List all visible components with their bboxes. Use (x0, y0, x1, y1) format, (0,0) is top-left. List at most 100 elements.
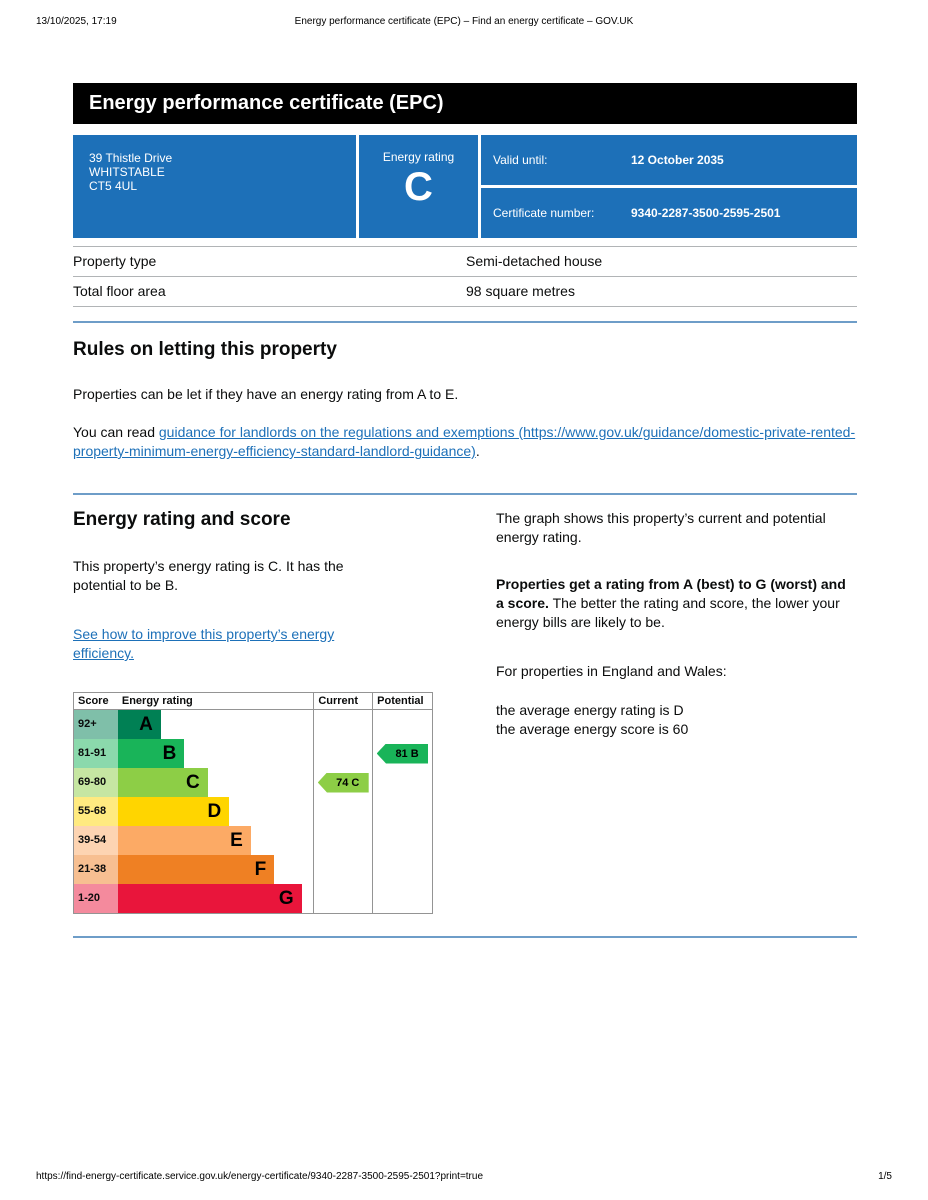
epc-bar-cell: F (117, 855, 313, 884)
epc-potential-cell (372, 826, 432, 855)
energy-rating-section: Energy rating and score This property’s … (73, 509, 857, 914)
epc-current-cell (313, 884, 372, 913)
epc-current-cell: 74 C (313, 768, 372, 797)
epc-score-range: 21-38 (74, 855, 118, 884)
epc-band-row-B: 81-91 B 81 B (74, 739, 432, 768)
epc-score-range: 39-54 (74, 826, 118, 855)
epc-potential-cell (372, 884, 432, 913)
average-score-line: the average energy score is 60 (496, 721, 689, 737)
print-footer-page-number: 1/5 (878, 1171, 892, 1182)
section-divider (73, 936, 857, 938)
rating-explanation-rest: The better the rating and score, the low… (496, 595, 840, 630)
property-details-table: Property type Semi-detached house Total … (73, 246, 857, 307)
rules-para2-prefix: You can read (73, 424, 159, 440)
epc-band-bar-A: A (117, 710, 161, 739)
improve-efficiency-link[interactable]: See how to improve this property’s energ… (73, 626, 335, 661)
print-footer: https://find-energy-certificate.service.… (36, 1171, 892, 1182)
certificate-number-row: Certificate number: 9340-2287-3500-2595-… (481, 188, 857, 238)
epc-band-row-D: 55-68 D (74, 797, 432, 826)
epc-band-bar-C: C (117, 768, 208, 797)
epc-score-range: 1-20 (74, 884, 118, 913)
energy-rating-label: Energy rating (382, 150, 455, 164)
epc-band-bar-B: B (117, 739, 185, 768)
rating-summary-text: This property’s energy rating is C. It h… (73, 558, 344, 593)
epc-rows: 92+ A 81-91 B 81 B 69-80 C 74 C 55-68 D 39-54 E 21-3… (74, 710, 432, 913)
epc-potential-cell (372, 768, 432, 797)
epc-current-marker: 74 C (317, 772, 369, 793)
rules-para2-suffix: . (475, 443, 480, 459)
epc-chart-header: Score Energy rating Current Potential (74, 693, 432, 710)
average-stats: the average energy rating is D the averag… (496, 701, 857, 739)
energy-rating-heading: Energy rating and score (73, 509, 291, 530)
epc-potential-cell (372, 797, 432, 826)
epc-band-bar-F: F (117, 855, 275, 884)
address-line-2: WHITSTABLE (89, 165, 165, 179)
epc-current-cell (313, 739, 372, 768)
rating-explanation-bold: Properties get a rating from A (best) to… (496, 576, 846, 611)
summary-box: 39 Thistle Drive WHITSTABLE CT5 4UL Ener… (73, 135, 857, 238)
rules-heading: Rules on letting this property (73, 339, 337, 360)
epc-potential-cell: 81 B (372, 739, 432, 768)
epc-band-row-G: 1-20 G (74, 884, 432, 913)
row-label: Total floor area (73, 283, 166, 299)
epc-band-bar-G: G (117, 884, 302, 913)
page-title: Energy performance certificate (EPC) (73, 83, 857, 124)
epc-current-cell (313, 826, 372, 855)
rating-column-right: The graph shows this property’s current … (496, 509, 857, 914)
epc-band-row-C: 69-80 C 74 C (74, 768, 432, 797)
property-address: 39 Thistle Drive WHITSTABLE CT5 4UL (73, 135, 356, 238)
epc-score-range: 92+ (74, 710, 118, 739)
energy-rating-cell: Energy rating C (359, 135, 478, 238)
table-row-property-type: Property type Semi-detached house (73, 246, 857, 276)
rating-explanation: Properties get a rating from A (best) to… (496, 575, 857, 632)
epc-bar-cell: E (117, 826, 313, 855)
epc-score-range: 55-68 (74, 797, 118, 826)
epc-chart: Score Energy rating Current Potential 92… (73, 692, 433, 914)
epc-band-row-A: 92+ A (74, 710, 432, 739)
improve-link-para: See how to improve this property’s energ… (73, 625, 378, 663)
epc-bar-cell: D (117, 797, 313, 826)
section-divider (73, 321, 857, 323)
rules-para1: Properties can be let if they have an en… (73, 386, 459, 402)
print-datetime: 13/10/2025, 17:19 (36, 16, 117, 27)
epc-score-range: 69-80 (74, 768, 118, 797)
table-row-floor-area: Total floor area 98 square metres (73, 276, 857, 307)
valid-until-label: Valid until: (493, 153, 548, 167)
graph-description: The graph shows this property’s current … (496, 510, 826, 545)
epc-bar-cell: G (117, 884, 313, 913)
certificate-number-label: Certificate number: (493, 206, 595, 220)
print-footer-url: https://find-energy-certificate.service.… (36, 1171, 484, 1182)
epc-current-cell (313, 710, 372, 739)
row-label: Property type (73, 253, 157, 269)
landlord-guidance-link[interactable]: guidance for landlords on the regulation… (73, 424, 856, 459)
epc-header-score: Score (78, 695, 109, 707)
valid-until-row: Valid until: 12 October 2035 (481, 135, 857, 185)
epc-band-row-F: 21-38 F (74, 855, 432, 884)
rules-para2: You can read guidance for landlords on t… (73, 423, 857, 461)
epc-band-bar-E: E (117, 826, 251, 855)
print-header: 13/10/2025, 17:19 Energy performance cer… (36, 16, 892, 27)
epc-score-range: 81-91 (74, 739, 118, 768)
address-line-1: 39 Thistle Drive (89, 151, 173, 165)
valid-until-value: 12 October 2035 (631, 153, 724, 167)
epc-potential-marker: 81 B (376, 743, 429, 764)
summary-meta: Valid until: 12 October 2035 Certificate… (481, 135, 857, 238)
row-value: Semi-detached house (466, 253, 603, 269)
epc-current-cell (313, 797, 372, 826)
rating-column-left: Energy rating and score This property’s … (73, 509, 463, 914)
row-value: 98 square metres (466, 283, 575, 299)
section-divider (73, 493, 857, 495)
epc-current-cell (313, 855, 372, 884)
epc-potential-cell (372, 855, 432, 884)
average-rating-line: the average energy rating is D (496, 702, 684, 718)
epc-header-current: Current (313, 693, 372, 709)
print-page-title: Energy performance certificate (EPC) – F… (294, 16, 634, 27)
epc-bar-cell: B (117, 739, 313, 768)
epc-band-row-E: 39-54 E (74, 826, 432, 855)
energy-rating-value: C (404, 165, 433, 209)
epc-header-energy-rating: Energy rating (121, 695, 193, 707)
epc-bar-cell: C (117, 768, 313, 797)
certificate-page: Energy performance certificate (EPC) 39 … (73, 83, 857, 938)
certificate-number-value: 9340-2287-3500-2595-2501 (631, 206, 781, 220)
epc-header-potential: Potential (372, 693, 432, 709)
